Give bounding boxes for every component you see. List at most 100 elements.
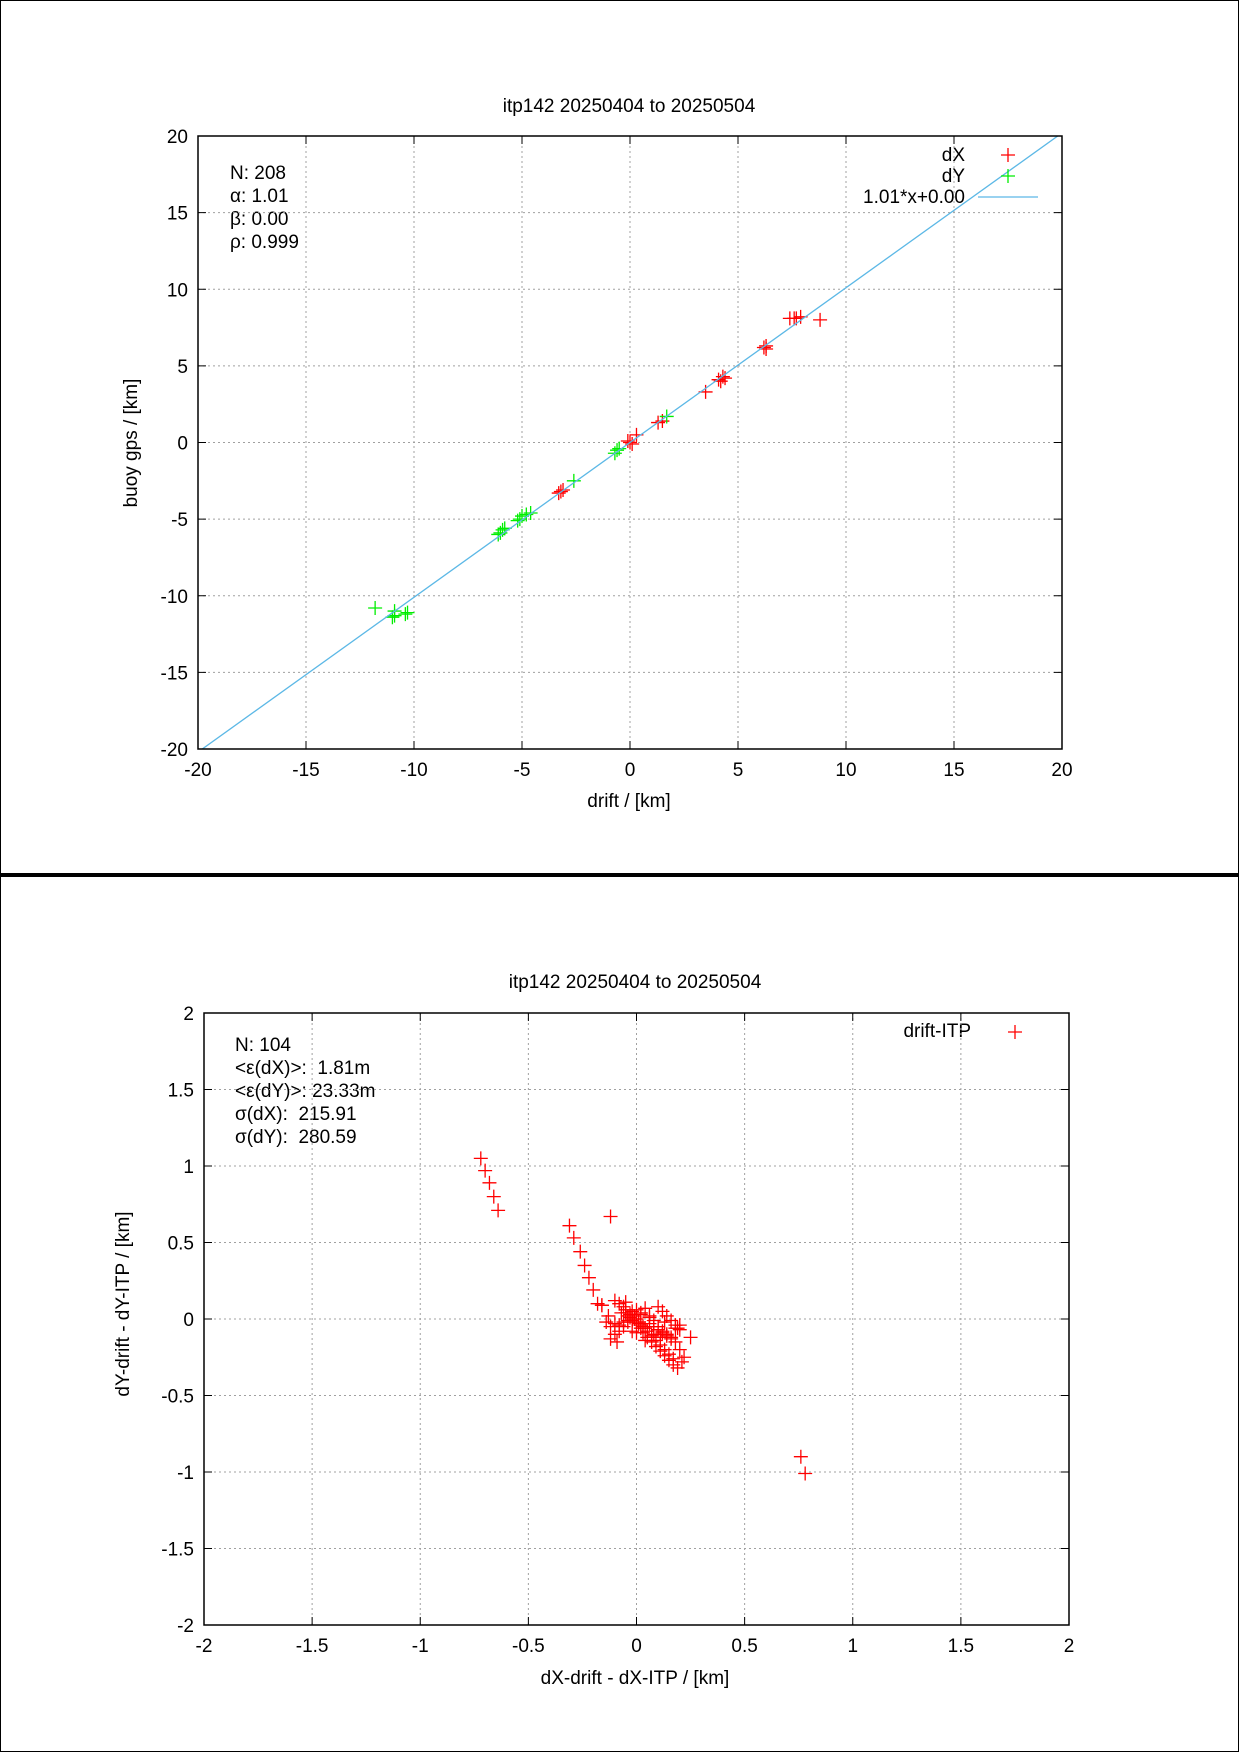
top-stat-n: N: 208 — [230, 163, 286, 184]
bottom-data-layer — [473, 1151, 813, 1481]
bottom-x-tick-label: -1 — [412, 1636, 429, 1657]
top-dx-point — [813, 312, 828, 327]
bottom-y-tick-label: 0 — [183, 1310, 194, 1331]
bottom-drift-itp-point — [478, 1163, 493, 1178]
bottom-y-tick-label: 1.5 — [168, 1081, 194, 1102]
bottom-x-tick-label: 0 — [631, 1636, 642, 1657]
bottom-drift-itp-point — [798, 1466, 813, 1481]
bottom-y-tick-label: 1 — [183, 1157, 194, 1178]
bottom-drift-itp-point — [601, 1308, 616, 1323]
top-x-tick-label: -20 — [184, 760, 211, 781]
top-dy-point — [566, 473, 581, 488]
bottom-drift-itp-point — [486, 1189, 501, 1204]
bottom-drift-itp-point — [566, 1230, 581, 1245]
top-y-axis-label: buoy gps / [km] — [121, 379, 142, 508]
bottom-drift-itp-point — [594, 1298, 609, 1313]
bottom-drift-itp-point — [562, 1218, 577, 1233]
top-dy-point — [368, 601, 383, 616]
bottom-drift-itp-point — [674, 1354, 689, 1369]
top-x-tick-label: 10 — [835, 760, 856, 781]
top-dx-point — [756, 340, 771, 355]
top-plot-frame — [197, 135, 1063, 750]
bottom-drift-itp-point — [618, 1295, 633, 1310]
top-x-tick-label: 20 — [1051, 760, 1072, 781]
bottom-drift-itp-point — [577, 1258, 592, 1273]
bottom-x-tick-label: -2 — [196, 1636, 213, 1657]
top-x-tick-label: 5 — [733, 760, 744, 781]
bottom-x-axis-label: dX-drift - dX-ITP / [km] — [541, 1668, 730, 1689]
top-chart-panel: itp142 20250404 to 20250504 drift / [km]… — [0, 0, 1239, 875]
bottom-y-tick-label: -1.5 — [161, 1540, 194, 1561]
bottom-drift-itp-point — [666, 1351, 681, 1366]
top-stat-alpha: α: 1.01 — [230, 186, 289, 207]
top-dy-point — [510, 513, 525, 528]
bottom-plot-frame — [203, 1012, 1070, 1626]
bottom-scatter-chart: itp142 20250404 to 20250504 dX-drift - d… — [113, 972, 1074, 1689]
bottom-drift-itp-point — [793, 1449, 808, 1464]
bottom-chart-panel: itp142 20250404 to 20250504 dX-drift - d… — [0, 876, 1239, 1752]
bottom-drift-itp-point — [657, 1315, 672, 1330]
bottom-stat-sigma-dx: σ(dX): 215.91 — [235, 1104, 357, 1125]
bottom-drift-itp-point — [603, 1331, 618, 1346]
bottom-drift-itp-point — [646, 1327, 661, 1342]
bottom-y-axis-label: dY-drift - dY-ITP / [km] — [113, 1211, 134, 1396]
top-legend-marker-sample — [1001, 148, 1015, 162]
bottom-y-tick-label: -2 — [177, 1616, 194, 1637]
top-y-tick-label: 20 — [167, 127, 188, 148]
bottom-stat-n: N: 104 — [235, 1035, 291, 1056]
top-dy-point — [491, 527, 506, 542]
bottom-y-tick-label: -0.5 — [161, 1387, 194, 1408]
top-dy-point — [610, 443, 625, 458]
bottom-drift-itp-point — [473, 1151, 488, 1166]
top-x-tick-label: -15 — [292, 760, 319, 781]
bottom-x-tick-label: 2 — [1064, 1636, 1075, 1657]
top-y-tick-label: 0 — [177, 434, 188, 455]
top-x-tick-label: 15 — [943, 760, 964, 781]
bottom-drift-itp-point — [683, 1330, 698, 1345]
top-dy-point — [493, 525, 508, 540]
bottom-drift-itp-point — [581, 1270, 596, 1285]
bottom-y-tick-label: 2 — [183, 1004, 194, 1025]
top-dy-point — [398, 607, 413, 622]
bottom-drift-itp-point — [625, 1324, 640, 1339]
bottom-drift-itp-point — [642, 1310, 657, 1325]
top-x-tick-label: -5 — [514, 760, 531, 781]
top-dx-point — [787, 311, 802, 326]
bottom-x-tick-label: -0.5 — [512, 1636, 545, 1657]
top-legend-marker-sample — [1001, 169, 1015, 183]
top-y-tick-label: -20 — [161, 740, 188, 761]
bottom-plot-area: -2 -1.5 -1 -0.5 0 0.5 1 1.5 2 -2 -1.5 -1 -0.5 0 0.5 1 1.… — [161, 1004, 1074, 1657]
bottom-drift-itp-point — [610, 1334, 625, 1349]
top-x-tick-label: -10 — [400, 760, 427, 781]
top-dy-point — [512, 512, 527, 527]
top-y-tick-label: 10 — [167, 280, 188, 301]
bottom-drift-itp-point — [638, 1333, 653, 1348]
bottom-x-tick-label: 1 — [847, 1636, 858, 1657]
bottom-x-tick-label: 1.5 — [948, 1636, 974, 1657]
top-y-tick-label: 15 — [167, 204, 188, 225]
bottom-stat-eps-dy: <ε(dY)>: 23.33m — [235, 1081, 376, 1102]
bottom-drift-itp-point — [586, 1282, 601, 1297]
bottom-drift-itp-point — [491, 1203, 506, 1218]
bottom-drift-itp-point — [633, 1305, 648, 1320]
top-fit-line — [201, 136, 1059, 749]
bottom-x-tick-label: 0.5 — [731, 1636, 757, 1657]
bottom-chart-title: itp142 20250404 to 20250504 — [509, 972, 762, 993]
bottom-drift-itp-point — [672, 1342, 687, 1357]
bottom-y-tick-label: -1 — [177, 1463, 194, 1484]
legend-label-fit: 1.01*x+0.00 — [863, 187, 965, 208]
bottom-drift-itp-point — [670, 1321, 685, 1336]
top-y-tick-label: -10 — [161, 587, 188, 608]
top-scatter-chart: itp142 20250404 to 20250504 drift / [km]… — [121, 96, 1073, 812]
top-stat-rho: ρ: 0.999 — [230, 232, 299, 253]
top-data-layer — [201, 136, 1059, 749]
top-x-tick-label: 0 — [625, 760, 636, 781]
legend-label-dx: dX — [942, 145, 966, 166]
bottom-drift-itp-point — [603, 1209, 618, 1224]
top-plot-area: -20 -15 -10 -5 0 5 10 15 20 -20 -15 -10 -5 0 5 10 15 20 — [161, 127, 1073, 781]
panel-divider — [0, 873, 1239, 876]
bottom-drift-itp-point — [482, 1175, 497, 1190]
top-y-tick-label: 5 — [177, 357, 188, 378]
legend-label-drift-itp: drift-ITP — [903, 1021, 971, 1042]
top-y-tick-label: -15 — [161, 663, 188, 684]
